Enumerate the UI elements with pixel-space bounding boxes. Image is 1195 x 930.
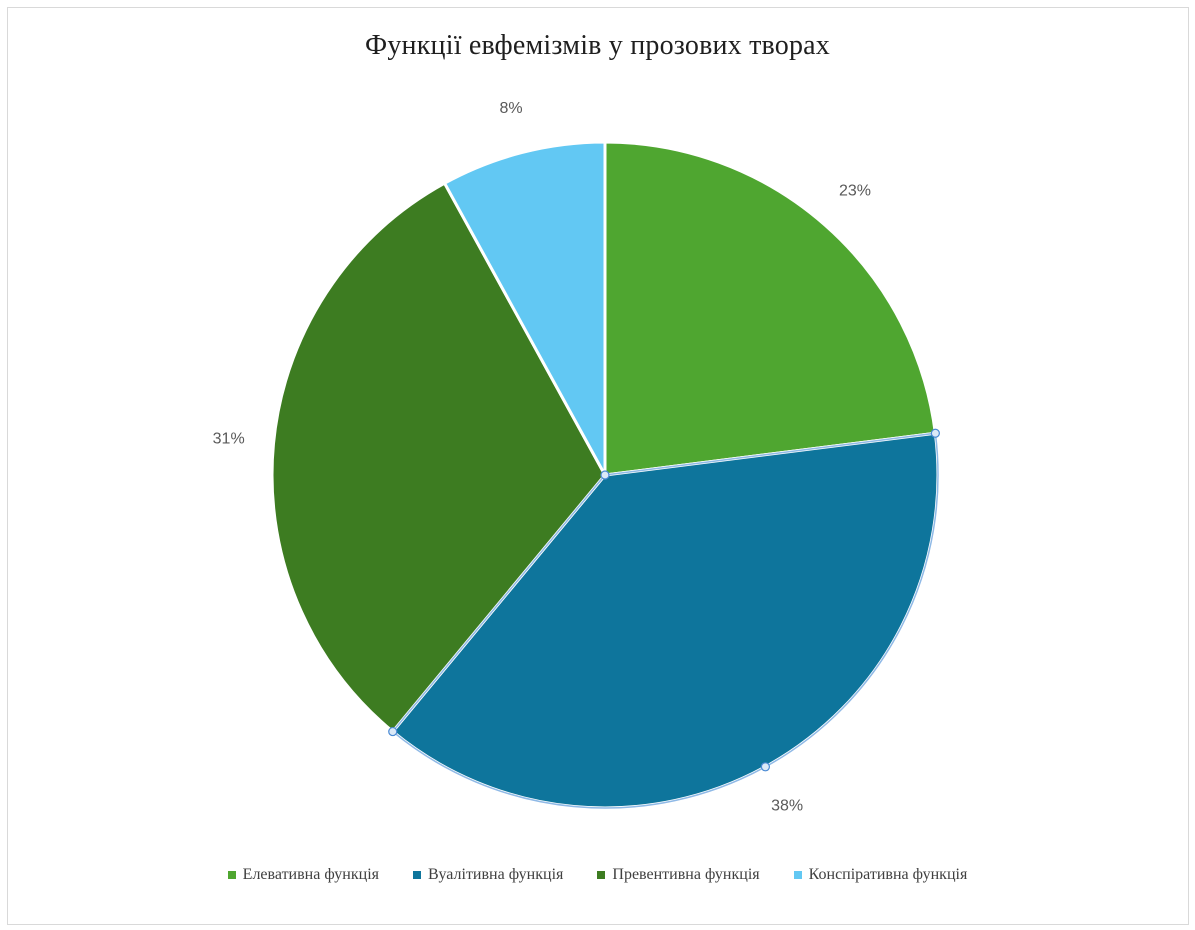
selection-handle[interactable]	[388, 726, 398, 737]
data-label-konspiratyvna: 8%	[499, 100, 522, 117]
data-label-preventyvna: 31%	[213, 431, 245, 448]
legend-label: Превентивна функція	[612, 866, 760, 883]
data-label-vualityvna: 38%	[771, 797, 803, 814]
selection-handle[interactable]	[600, 470, 610, 480]
legend-swatch	[793, 871, 802, 879]
data-label-elevatyvna: 23%	[839, 183, 871, 200]
selection-handle[interactable]	[930, 428, 940, 438]
legend-item-preventyvna[interactable]: Превентивна функція	[597, 866, 760, 884]
pie-slice-preventyvna[interactable]	[270, 181, 607, 734]
legend-label: Елевативна функція	[242, 866, 380, 883]
selection-handles	[388, 428, 940, 809]
pie-slice-elevatyvna[interactable]	[603, 140, 937, 477]
data-labels: 23% 38% 31% 8%	[213, 100, 871, 814]
legend-label: Вуалітивна функція	[428, 866, 564, 883]
selection-handle[interactable]	[760, 762, 771, 772]
legend-swatch	[413, 871, 422, 879]
legend-swatch	[227, 871, 236, 879]
chart-title: Функції евфемізмів у прозових творах	[365, 30, 830, 61]
legend-item-elevatyvna[interactable]: Елевативна функція	[227, 866, 380, 884]
legend-label: Конспіративна функція	[808, 866, 968, 883]
pie-slice-konspiratyvna[interactable]	[443, 140, 607, 477]
legend-item-konspiratyvna[interactable]: Конспіративна функція	[793, 866, 968, 884]
legend-item-vualityvna[interactable]: Вуалітивна функція	[413, 866, 563, 884]
legend: Елевативна функція Вуалітивна функція Прев…	[0, 866, 1195, 884]
legend-swatch	[597, 871, 606, 879]
